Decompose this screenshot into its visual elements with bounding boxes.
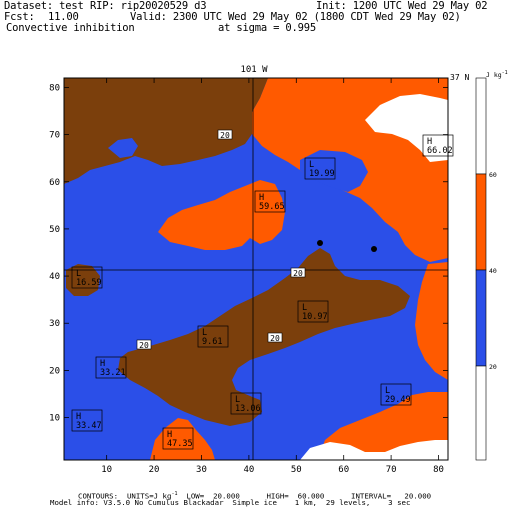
level-label: at sigma = 0.995	[218, 22, 316, 34]
low-marker: L10.97	[297, 300, 329, 323]
cin-field-blue-island	[108, 138, 138, 158]
extremum-type: L	[76, 269, 81, 279]
cin-field-brown-nw	[64, 78, 268, 184]
extremum-value: 66.02	[427, 146, 453, 156]
y-tick-label: 30	[49, 319, 60, 329]
extremum-value: 19.99	[309, 169, 335, 179]
y-tick-label: 50	[49, 225, 60, 235]
low-marker: L13.06	[230, 392, 262, 415]
cin-field-white-ne	[365, 94, 448, 162]
axis-ticks	[64, 78, 448, 460]
y-tick-label: 70	[49, 131, 60, 141]
valid-time: Valid: 2300 UTC Wed 29 May 02 (1800 CDT …	[130, 11, 461, 23]
extremum-type: H	[259, 193, 264, 203]
y-tick-label: 80	[49, 83, 60, 93]
extremum-value: 13.06	[235, 404, 261, 414]
extremum-value: 33.21	[100, 368, 126, 378]
colorbar-label: 20	[489, 363, 497, 371]
y-tick-label: 40	[49, 272, 60, 282]
high-marker: H66.02	[422, 134, 454, 157]
right-latitude-label: 37 N	[450, 73, 469, 82]
extremum-value: 29.49	[385, 395, 411, 405]
contour-label: 20	[139, 341, 149, 350]
low-marker: L29.49	[380, 383, 412, 406]
extremum-type: L	[302, 303, 307, 313]
extremum-type: L	[309, 160, 314, 170]
high-marker: H33.21	[95, 356, 127, 379]
extremum-type: L	[385, 386, 390, 396]
extremum-value: 59.65	[259, 202, 285, 212]
low-marker: L19.99	[304, 157, 336, 180]
high-marker: H59.65	[254, 190, 286, 213]
y-tick-label: 10	[49, 414, 60, 424]
contour-label: 20	[220, 131, 230, 140]
fcst-label: Fcst:	[4, 11, 35, 23]
extremum-value: 10.97	[302, 312, 328, 322]
contour-label: 20	[270, 334, 280, 343]
contour-label: 20	[293, 269, 303, 278]
extremum-type: L	[202, 328, 207, 338]
plot-frame	[63, 77, 449, 461]
extremum-value: 16.59	[76, 278, 102, 288]
contour-info: CONTOURS: UNITS=J kg-1 LOW= 20.000 HIGH=…	[78, 491, 432, 501]
extremum-value: 33.47	[76, 421, 102, 431]
y-tick-label: 60	[49, 178, 60, 188]
cin-field-brown-band	[118, 248, 410, 426]
low-marker: L9.61	[197, 325, 229, 348]
colorbar-label: 60	[489, 171, 497, 179]
extremum-type: H	[76, 412, 81, 422]
field-name: Convective inhibition	[6, 22, 135, 34]
extremum-type: H	[167, 430, 172, 440]
extremum-value: 47.35	[167, 439, 193, 449]
high-marker: H33.47	[71, 409, 103, 432]
colorbar-label: 40	[489, 267, 497, 275]
extremum-type: H	[427, 137, 432, 147]
extremum-type: H	[100, 359, 105, 369]
y-tick-label: 20	[49, 366, 60, 376]
x-tick-label: 60	[338, 465, 349, 475]
cin-field-orange-sw	[150, 418, 215, 460]
fcst-value: 11.00	[48, 11, 79, 23]
x-tick-labels: 10 20 30 40 50 60 70 80	[101, 465, 444, 475]
x-tick-label: 50	[291, 465, 302, 475]
dataset-label: Dataset: test	[4, 0, 84, 12]
low-marker: L16.59	[71, 266, 103, 289]
x-tick-label: 30	[196, 465, 207, 475]
y-tick-labels: 10 20 30 40 50 60 70 80	[49, 83, 60, 423]
high-marker: H47.35	[162, 427, 194, 450]
cin-field-dot	[317, 240, 323, 246]
top-longitude-label: 101 W	[240, 65, 268, 75]
x-tick-label: 10	[101, 465, 112, 475]
contour-labels: 20 20 20 20	[136, 129, 306, 350]
x-tick-label: 40	[243, 465, 254, 475]
colorbar-unit: J kg-1	[486, 70, 508, 79]
cin-field-dot	[371, 246, 377, 252]
extrema-markers: H59.65H66.02H33.21H33.47H47.35L19.99L16.…	[71, 134, 454, 450]
x-tick-label: 70	[386, 465, 397, 475]
extremum-type: L	[235, 395, 240, 405]
x-tick-label: 20	[149, 465, 160, 475]
map-fill	[64, 78, 448, 460]
cin-field-orange-east	[415, 262, 448, 380]
extremum-value: 9.61	[202, 337, 222, 347]
rip-label: RIP: rip20020529 d3	[90, 0, 207, 12]
x-tick-label: 80	[433, 465, 444, 475]
init-time: Init: 1200 UTC Wed 29 May 02	[316, 0, 488, 12]
cin-field-blue-pocket	[300, 150, 368, 192]
cin-field-white-se	[300, 440, 448, 460]
colorbar: J kg-1 60 40 20	[475, 70, 508, 461]
model-info: Model info: V3.5.0 No Cumulus Blackadar …	[50, 498, 411, 507]
